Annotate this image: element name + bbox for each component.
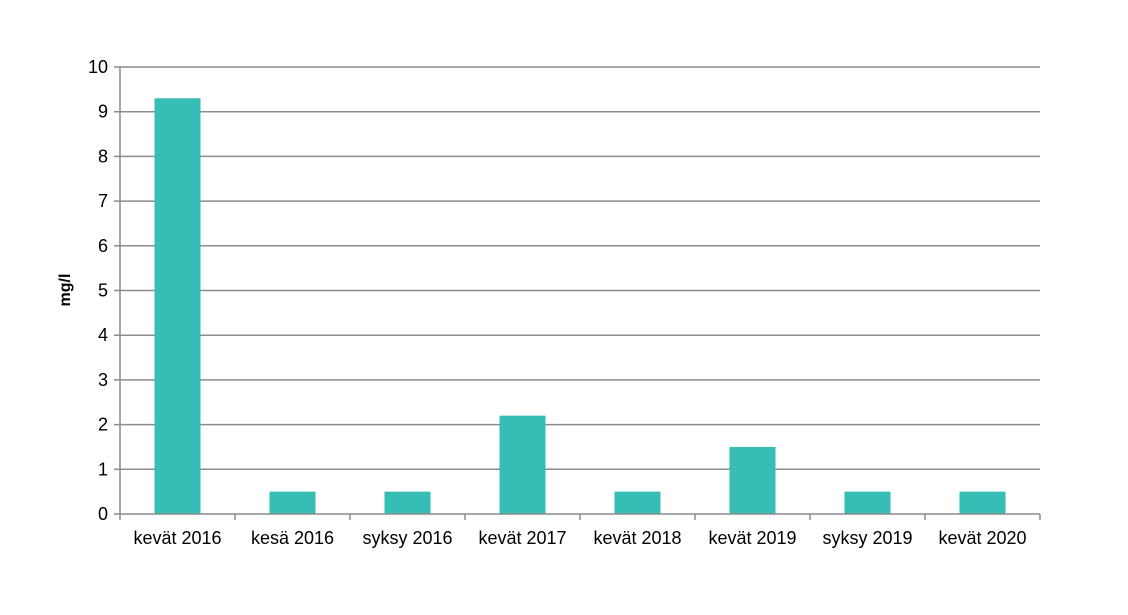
x-tick-label: kevät 2019 [708, 528, 796, 548]
y-tick-label: 8 [98, 146, 108, 166]
gridlines [114, 66, 1040, 515]
y-tick-label: 2 [98, 415, 108, 435]
y-tick-label: 0 [98, 504, 108, 524]
y-tick-label: 9 [98, 102, 108, 122]
y-tick-label: 1 [98, 459, 108, 479]
bar-0 [154, 98, 201, 514]
y-tick-label: 7 [98, 191, 108, 211]
bar-5 [729, 446, 776, 514]
x-tick-label: syksy 2019 [822, 528, 912, 548]
y-tick-label: 10 [88, 57, 108, 77]
x-tick-labels: kevät 2016 kesä 2016 syksy 2016 kevät 2017 k… [133, 528, 1026, 548]
bar-2 [384, 491, 431, 514]
y-tick-label: 6 [98, 236, 108, 256]
bar-1 [269, 491, 316, 514]
bar-6 [844, 491, 891, 514]
y-tick-label: 5 [98, 281, 108, 301]
y-tick-label: 3 [98, 370, 108, 390]
x-tick-label: kevät 2017 [478, 528, 566, 548]
bar-4 [614, 491, 661, 514]
x-tick-label: syksy 2016 [362, 528, 452, 548]
axes [119, 67, 1041, 520]
x-tick-label: kevät 2018 [593, 528, 681, 548]
y-tick-labels: 0 1 2 3 4 5 6 7 8 9 10 [88, 57, 108, 524]
y-tick-label: 4 [98, 325, 108, 345]
bars [154, 98, 1006, 514]
x-tick-label: kesä 2016 [251, 528, 334, 548]
bar-3 [499, 415, 546, 514]
x-tick-label: kevät 2016 [133, 528, 221, 548]
x-tick-label: kevät 2020 [938, 528, 1026, 548]
bar-7 [959, 491, 1006, 514]
y-axis-title: mg/l [57, 274, 74, 307]
